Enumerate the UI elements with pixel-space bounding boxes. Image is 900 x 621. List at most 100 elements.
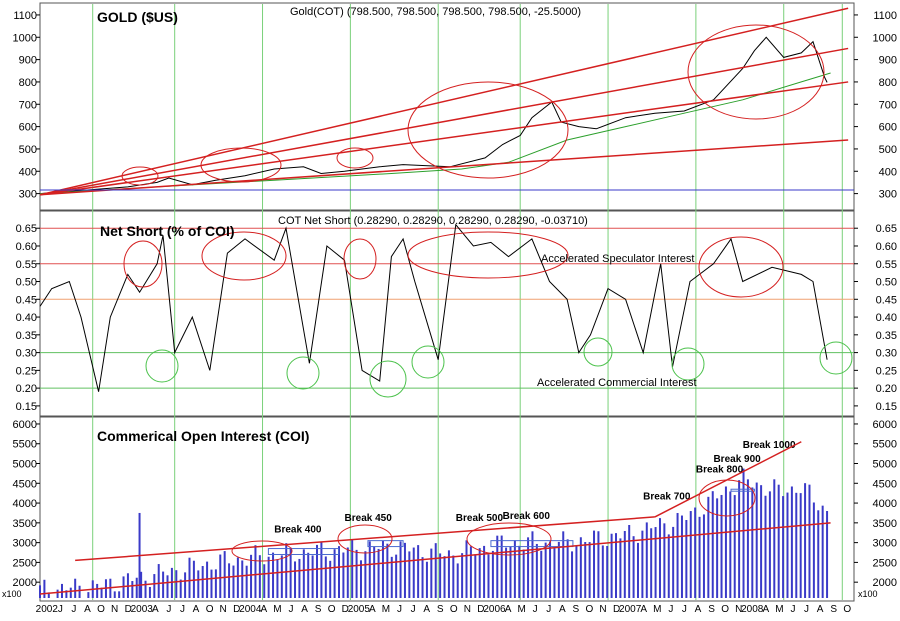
coi-bar [636, 542, 639, 598]
coi-bar [135, 577, 138, 598]
coi-bar [324, 556, 327, 598]
x-tick-label: S [708, 604, 715, 615]
coi-bar [535, 543, 538, 598]
coi-bar [799, 493, 802, 598]
coi-bar [527, 537, 530, 598]
coi-bar [223, 551, 226, 598]
x-tick-label: A [193, 604, 200, 615]
coi-bar [584, 542, 587, 598]
coi-bar [500, 535, 503, 598]
coi-bar [96, 583, 99, 598]
coi-bar [588, 542, 591, 598]
coi-bar [250, 554, 253, 598]
coi-bar [632, 536, 635, 598]
x-tick-label: D [477, 604, 484, 615]
x-tick-label: N [464, 604, 471, 615]
coi-bar [399, 541, 402, 598]
coi-bar [166, 575, 169, 598]
series-line [39, 223, 828, 392]
coi-bar [316, 544, 319, 598]
x-tick-label: A [369, 604, 376, 615]
y-tick-label-right: 800 [879, 77, 897, 89]
y-tick-label-right: 2500 [873, 557, 897, 569]
x-tick-label: J [533, 604, 538, 615]
coi-bar [667, 534, 670, 598]
coi-bar [562, 531, 565, 598]
coi-bar [505, 547, 508, 598]
y-tick-label-left: 800 [19, 77, 37, 89]
coi-bar [461, 553, 464, 598]
trendline [654, 441, 802, 518]
coi-bar [403, 542, 406, 598]
coi-bar [294, 561, 297, 598]
y-tick-label-right: 300 [879, 189, 897, 201]
series-line [39, 36, 828, 195]
coi-bar [439, 553, 442, 598]
highlight-ellipse [200, 147, 282, 183]
coi-bar [245, 565, 248, 598]
gold-panel [39, 7, 854, 196]
y-tick-label-right: 500 [879, 144, 897, 156]
y-tick-label-right: 4000 [873, 498, 897, 510]
coi-bar [487, 554, 490, 598]
x-tick-label: S [830, 604, 837, 615]
highlight-ellipse [145, 349, 179, 383]
coi-bar [733, 495, 736, 598]
x-tick-label: A [423, 604, 430, 615]
coi-bar [430, 548, 433, 598]
coi-bar [236, 557, 239, 598]
y-tick-label-left: 500 [19, 144, 37, 156]
coi-bar [153, 574, 156, 598]
y-tick-label-right: 3000 [873, 538, 897, 550]
coi-bar [478, 548, 481, 598]
y-tick-label-left: 600 [19, 122, 37, 134]
y-tick-label-right: 0.25 [876, 365, 897, 377]
coi-bar [395, 554, 398, 598]
coi-bar [768, 491, 771, 598]
coi-bar [267, 556, 270, 598]
break-box [490, 540, 574, 548]
coi-bar [764, 495, 767, 598]
break-label: Break 400 [274, 525, 322, 536]
coi-bar [601, 545, 604, 598]
break-label: Break 1000 [743, 440, 796, 451]
x-tick-label: J [411, 604, 416, 615]
coi-bar [623, 530, 626, 598]
y-tick-label-right: 4500 [873, 478, 897, 490]
coi-bar [113, 591, 116, 598]
y-tick-label-left: 0.45 [16, 294, 37, 306]
coi-bar [157, 564, 160, 598]
x-tick-label: D [613, 604, 620, 615]
y-tick-label-right: 6000 [873, 419, 897, 431]
x-tick-label: D [125, 604, 132, 615]
netshort-panel-title: Net Short (% of COI) [100, 223, 235, 239]
coi-bar [311, 555, 314, 598]
x-tick-label: M [775, 604, 783, 615]
y-tick-label-right: 700 [879, 99, 897, 111]
coi-bar [443, 556, 446, 598]
coi-panel-frame [39, 416, 855, 602]
trendline [39, 7, 849, 196]
coi-bar [680, 515, 683, 598]
x-tick-label: M [273, 604, 281, 615]
coi-bar [131, 581, 134, 598]
break-label: Break 600 [503, 511, 551, 522]
coi-bar [148, 586, 151, 598]
netshort-panel-subtitle: COT Net Short (0.28290, 0.28290, 0.28290… [278, 215, 588, 227]
x-tick-label: A [762, 604, 769, 615]
y-tick-label-left: 0.55 [16, 259, 37, 271]
x-tick-label: O [721, 604, 729, 615]
coi-bar [751, 487, 754, 598]
y-tick-label-right: 900 [879, 55, 897, 67]
coi-bar [716, 498, 719, 598]
y-tick-label-right: 400 [879, 166, 897, 178]
x-tick-label: O [586, 604, 594, 615]
coi-bar [817, 510, 820, 598]
x-tick-label: J [397, 604, 402, 615]
y-tick-label-left: 5500 [13, 439, 37, 451]
y-tick-label-right: 0.55 [876, 259, 897, 271]
coi-bar [808, 484, 811, 598]
x-tick-label: O [450, 604, 458, 615]
trendline [39, 81, 849, 196]
x-tick-label: N [220, 604, 227, 615]
